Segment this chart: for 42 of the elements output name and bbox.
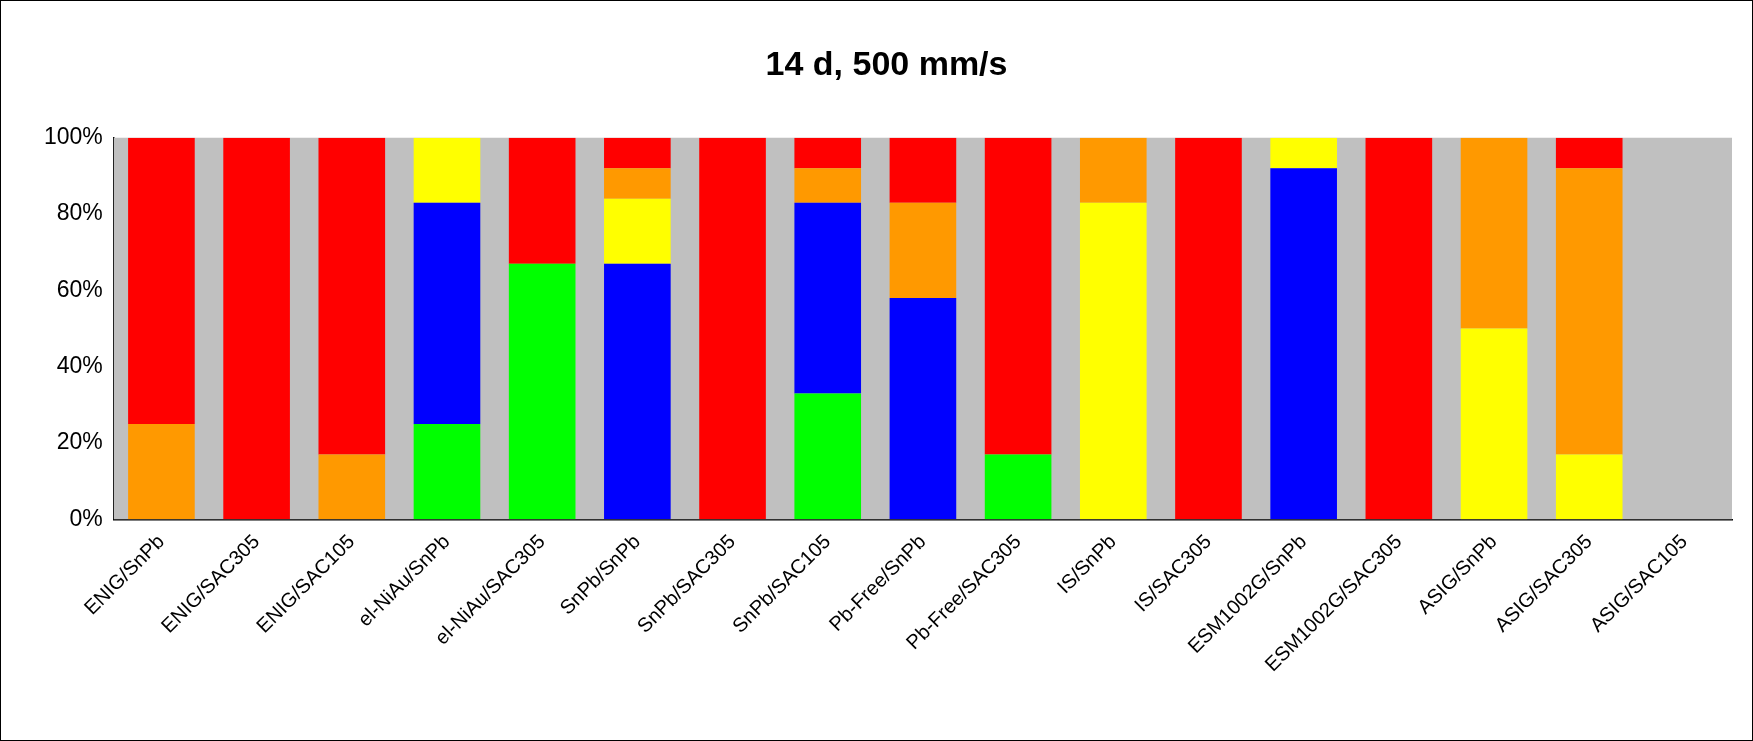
bar xyxy=(1555,137,1623,169)
bar xyxy=(508,263,576,520)
bar xyxy=(604,168,671,199)
bar xyxy=(318,454,386,520)
bar xyxy=(1079,202,1147,520)
bar xyxy=(1175,137,1242,520)
bar xyxy=(1270,137,1337,169)
y-tick-label: 40% xyxy=(56,352,103,379)
bar xyxy=(508,137,576,264)
bar xyxy=(318,137,386,455)
chart-title: 14 d, 500 mm/s xyxy=(765,43,1008,82)
bar xyxy=(1270,168,1337,520)
bar xyxy=(413,202,481,424)
bar xyxy=(1365,137,1433,520)
bar xyxy=(604,198,671,264)
bar xyxy=(794,393,862,520)
bar xyxy=(223,137,290,520)
y-tick-label: 20% xyxy=(56,428,103,455)
bar xyxy=(604,263,671,520)
bar xyxy=(413,423,481,520)
bar xyxy=(128,423,195,520)
bar xyxy=(1079,137,1147,203)
bar xyxy=(1460,137,1528,329)
bar xyxy=(794,137,862,169)
bar xyxy=(128,137,195,424)
y-tick-label: 80% xyxy=(56,199,103,226)
bar xyxy=(413,137,481,203)
bar xyxy=(699,137,766,520)
y-tick-label: 60% xyxy=(56,275,103,302)
bar xyxy=(1555,454,1623,520)
bar xyxy=(889,298,957,520)
bar xyxy=(984,137,1052,455)
bar xyxy=(604,137,671,169)
bar xyxy=(889,137,957,203)
bar xyxy=(984,454,1052,520)
bar xyxy=(794,168,862,203)
bar xyxy=(794,202,862,394)
y-tick-label: 100% xyxy=(44,123,103,150)
bar xyxy=(1555,168,1623,455)
bar xyxy=(889,202,957,299)
bar xyxy=(1460,328,1528,520)
y-tick-label: 0% xyxy=(69,504,103,531)
